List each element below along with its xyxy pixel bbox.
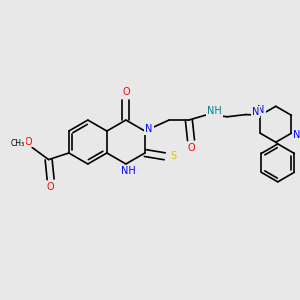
Text: O: O: [47, 182, 54, 192]
Text: N: N: [145, 124, 153, 134]
Text: O: O: [24, 136, 32, 146]
Text: N: N: [293, 130, 300, 140]
Text: NH: NH: [121, 166, 135, 176]
Text: NH: NH: [207, 106, 222, 116]
Text: S: S: [171, 151, 177, 161]
Text: CH₃: CH₃: [11, 139, 25, 148]
Text: N: N: [257, 106, 265, 116]
Text: O: O: [122, 87, 130, 97]
Text: O: O: [187, 143, 195, 153]
Text: N: N: [251, 107, 259, 117]
